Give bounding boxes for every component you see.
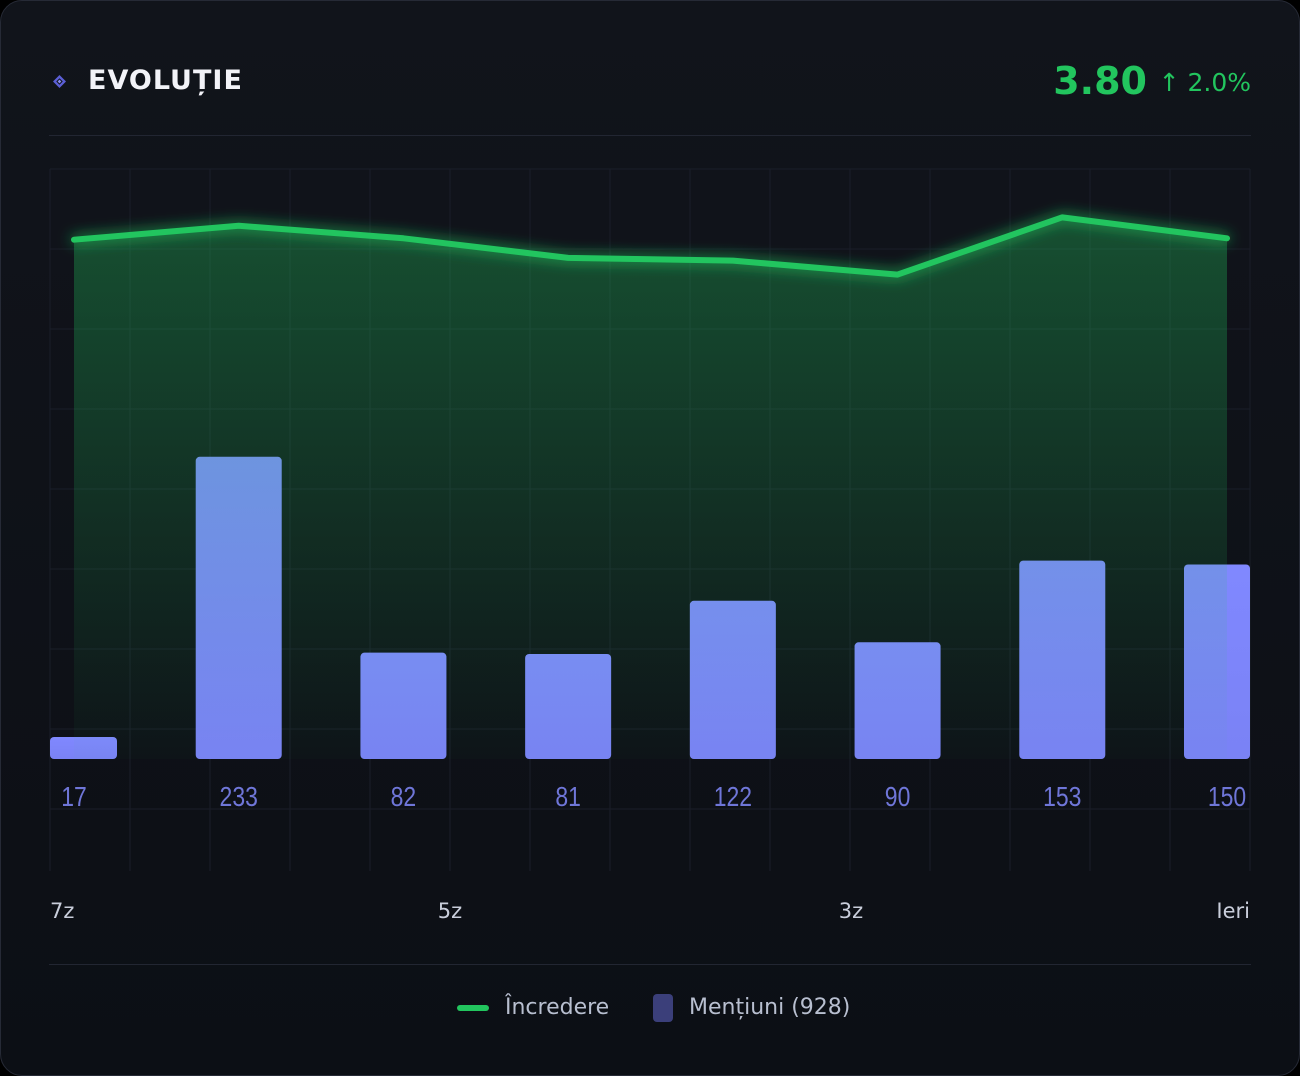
bar-value-labels: 17 233 82 81 122 90 153 150 (61, 782, 1246, 813)
bar-value-label: 150 (1208, 782, 1246, 813)
card-header: EVOLUȚIE 3.80 ↑ 2.0% (49, 51, 1251, 115)
bar-value-label: 17 (61, 782, 87, 813)
legend-line-swatch (457, 1005, 489, 1011)
x-tick-label: 3z (838, 899, 864, 923)
legend-label-mentions: Mențiuni (928) (689, 995, 851, 1020)
kpi-change: ↑ 2.0% (1158, 68, 1251, 97)
kpi-value: 3.80 (1053, 59, 1147, 103)
bar-value-label: 81 (555, 782, 581, 813)
x-tick-label: 7z (50, 899, 75, 923)
x-tick-label: Ieri (1216, 899, 1250, 923)
bar-value-label: 233 (220, 782, 258, 813)
confidence-area (74, 217, 1227, 760)
x-tick-label: 5z (437, 899, 463, 923)
bar-value-label: 90 (885, 782, 911, 813)
legend-divider (49, 964, 1251, 965)
diamond-icon (53, 75, 66, 88)
bar-value-label: 82 (391, 782, 417, 813)
confidence-line[interactable] (71, 214, 1230, 278)
card-title: EVOLUȚIE (88, 65, 243, 96)
bar-value-label: 153 (1043, 782, 1081, 813)
legend-box-swatch (653, 994, 673, 1022)
header-divider (49, 135, 1251, 136)
legend-label-confidence: Încredere (505, 995, 610, 1020)
chart-legend: Încredere Mențiuni (928) (457, 991, 857, 1027)
bar-value-label: 122 (714, 782, 752, 813)
confidence-area-series (71, 214, 1230, 760)
